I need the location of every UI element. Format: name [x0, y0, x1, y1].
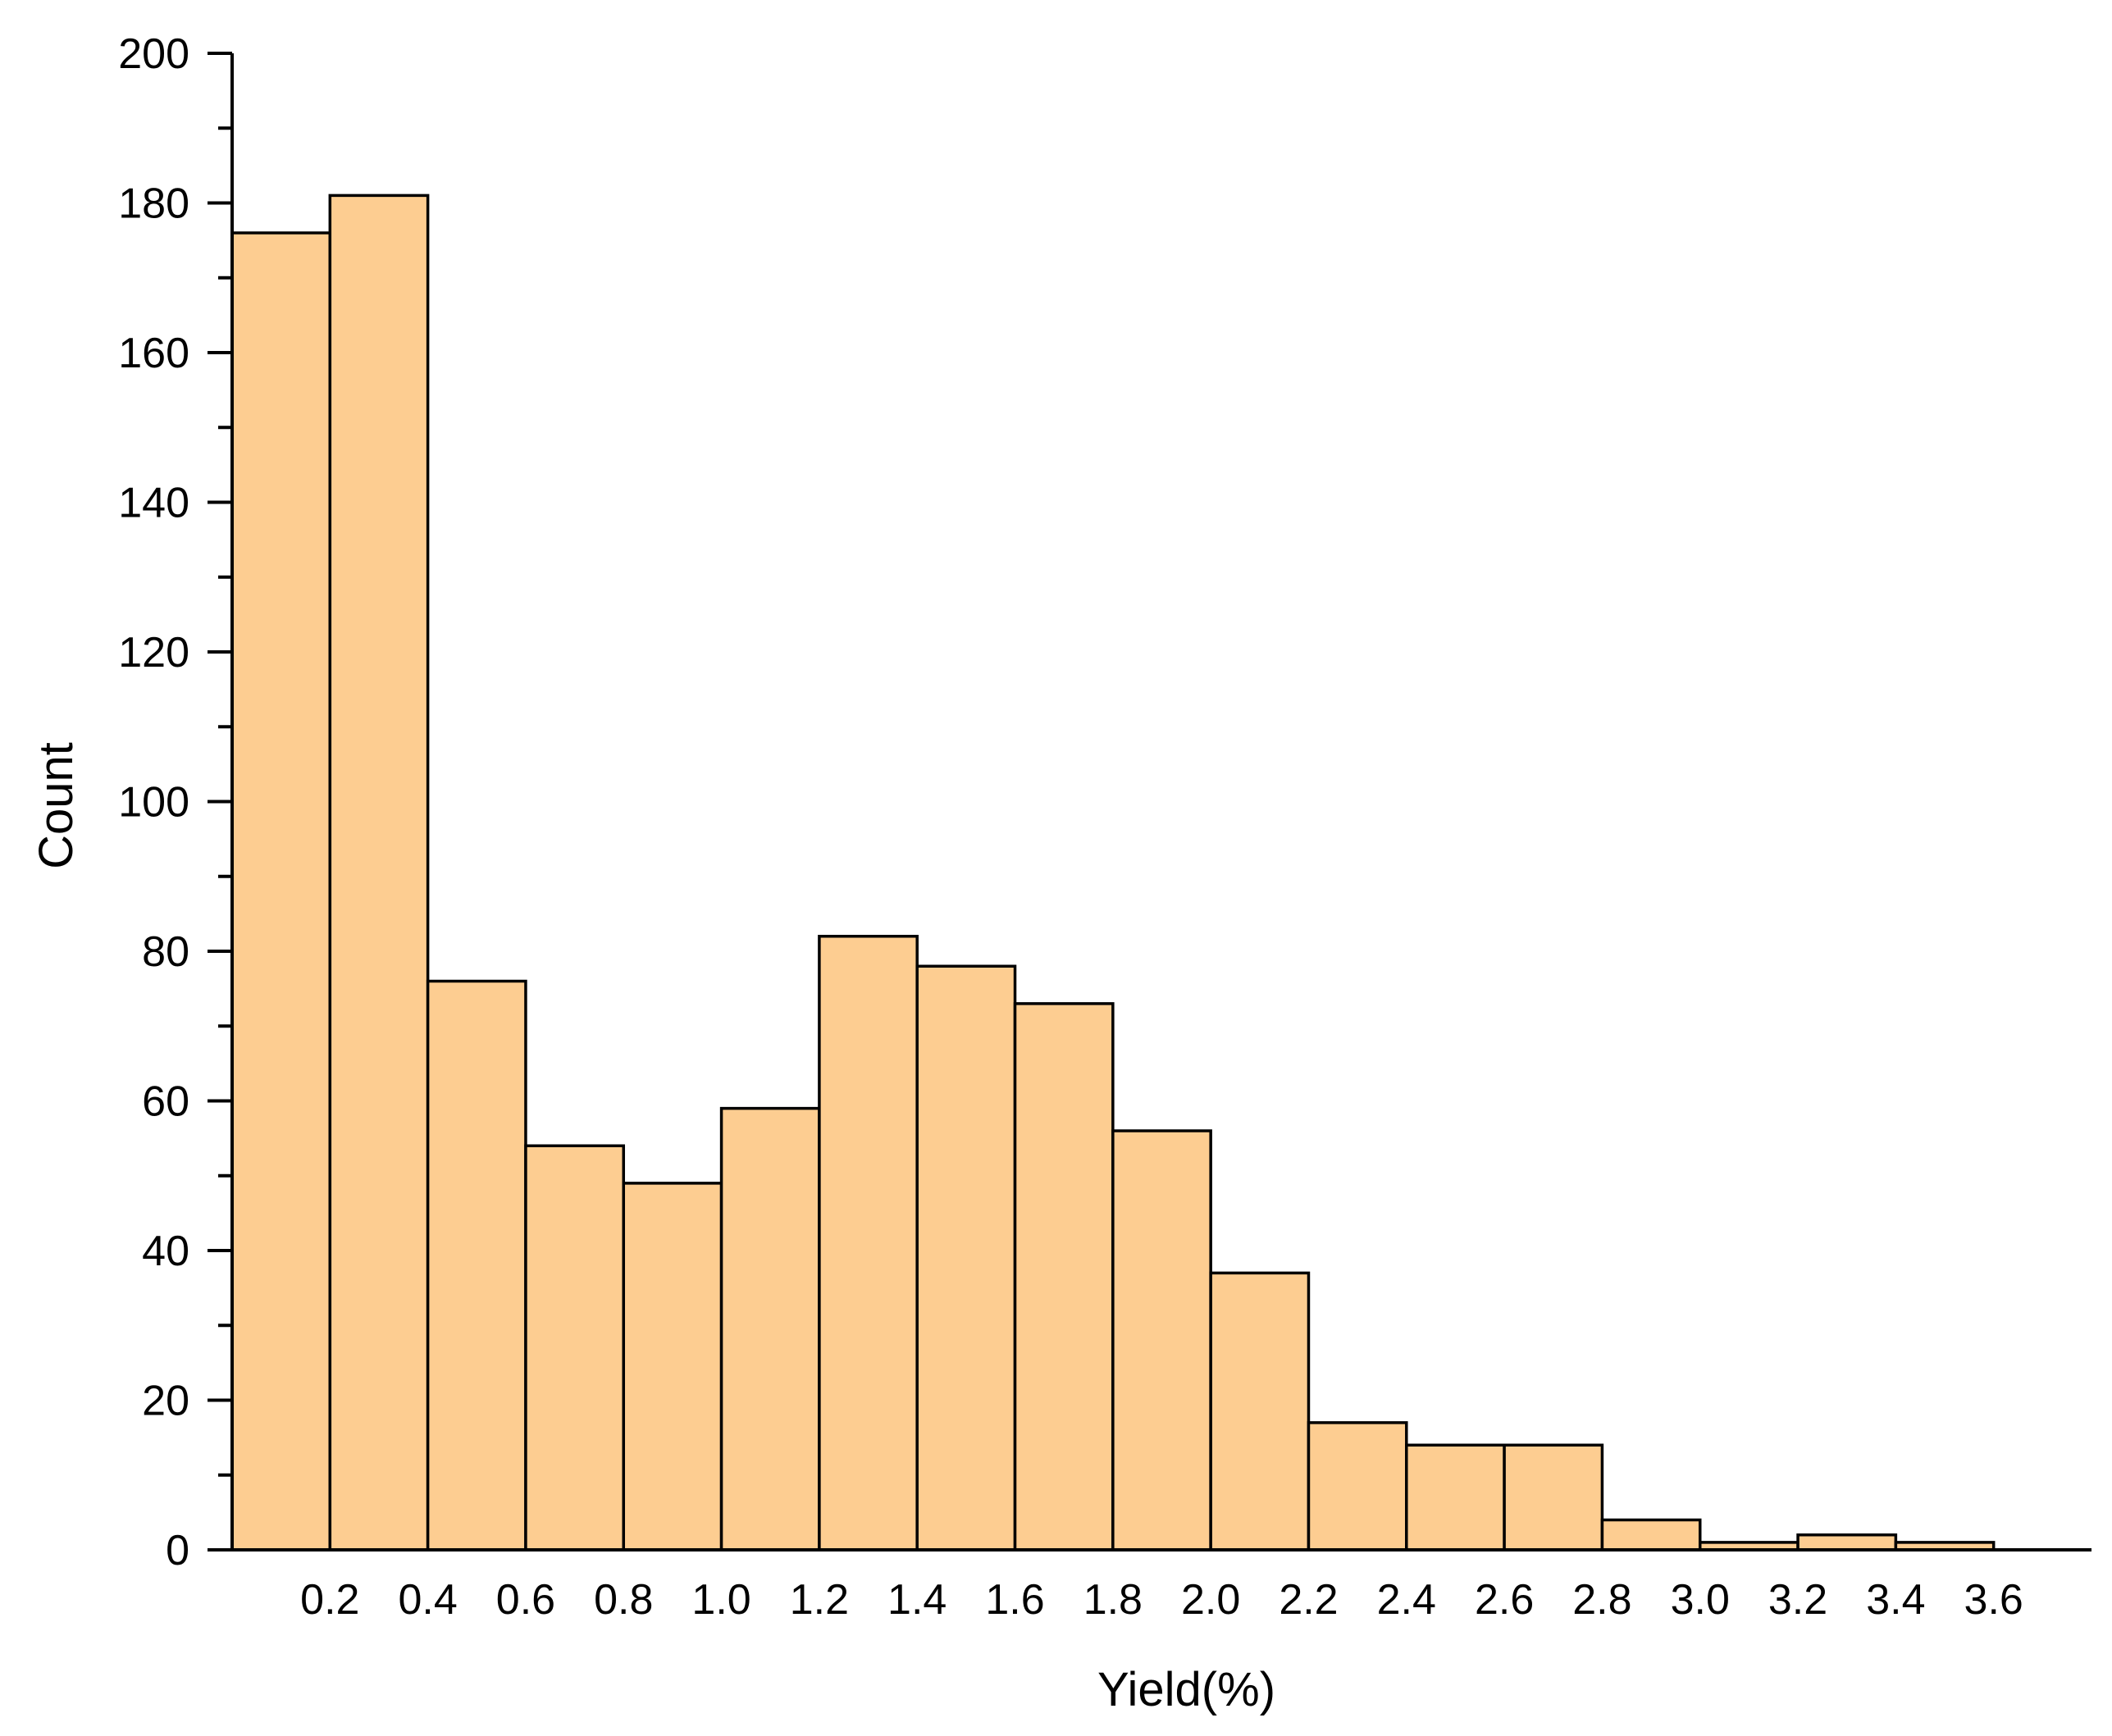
bars-layer: [230, 194, 1996, 1551]
histogram-bar: [1307, 1421, 1408, 1551]
histogram-bar: [1111, 1129, 1212, 1551]
y-tick-label: 100: [118, 779, 189, 827]
y-tick-label: 200: [118, 30, 189, 78]
x-tick-label: 3.2: [1768, 1576, 1827, 1624]
histogram-bar: [1600, 1518, 1702, 1551]
histogram-bar: [1013, 1002, 1115, 1551]
y-tick-label: 180: [118, 180, 189, 228]
histogram-bar: [719, 1106, 821, 1551]
histogram-bar: [818, 935, 919, 1551]
histogram-bar: [1405, 1443, 1506, 1551]
y-tick-label: 140: [118, 480, 189, 527]
x-tick-label: 2.0: [1181, 1576, 1240, 1624]
y-tick-label: 20: [142, 1378, 189, 1425]
x-tick-label: 1.2: [790, 1576, 849, 1624]
y-tick-label: 40: [142, 1228, 189, 1275]
histogram-bar: [915, 964, 1017, 1551]
x-tick-label: 2.8: [1572, 1576, 1631, 1624]
histogram-bar: [426, 979, 527, 1551]
histogram-bar: [328, 194, 430, 1551]
histogram-bar: [1503, 1443, 1604, 1551]
y-tick-label: 120: [118, 629, 189, 677]
x-tick-label: 3.6: [1964, 1576, 2023, 1624]
x-tick-label: 2.4: [1377, 1576, 1436, 1624]
x-tick-label: 0.8: [594, 1576, 653, 1624]
x-tick-label: 1.4: [887, 1576, 947, 1624]
x-tick-label: 1.0: [691, 1576, 750, 1624]
histogram-bar: [230, 231, 332, 1551]
x-tick-label: 2.2: [1279, 1576, 1338, 1624]
x-tick-label: 1.8: [1083, 1576, 1143, 1624]
y-tick-label: 80: [142, 928, 189, 976]
histogram-bar: [1796, 1533, 1898, 1551]
x-tick-label: 1.6: [985, 1576, 1044, 1624]
x-tick-label: 0.6: [496, 1576, 555, 1624]
x-tick-label: 3.4: [1866, 1576, 1925, 1624]
x-tick-label: 2.6: [1475, 1576, 1534, 1624]
x-tick-label: 0.4: [398, 1576, 457, 1624]
histogram-bar: [622, 1182, 723, 1551]
y-axis-label: Count: [30, 742, 83, 869]
x-axis-label: Yield(%): [1097, 1663, 1275, 1716]
histogram-bar: [524, 1144, 626, 1551]
x-tick-label: 0.2: [300, 1576, 359, 1624]
x-tick-label: 3.0: [1671, 1576, 1730, 1624]
y-tick-label: 60: [142, 1078, 189, 1126]
x-ticks: 0.2 0.4 0.6 0.8 1.0 1.2 1.4 1.6 1.8 2.0 2.2 2.4 2.6 2…: [300, 1576, 2023, 1624]
y-tick-label: 0: [166, 1527, 189, 1574]
y-tick-label: 160: [118, 330, 189, 377]
y-ticks: 0 20 40 60 80 100 120 140 160 180 200: [118, 30, 232, 1574]
histogram-bar: [1209, 1271, 1311, 1551]
